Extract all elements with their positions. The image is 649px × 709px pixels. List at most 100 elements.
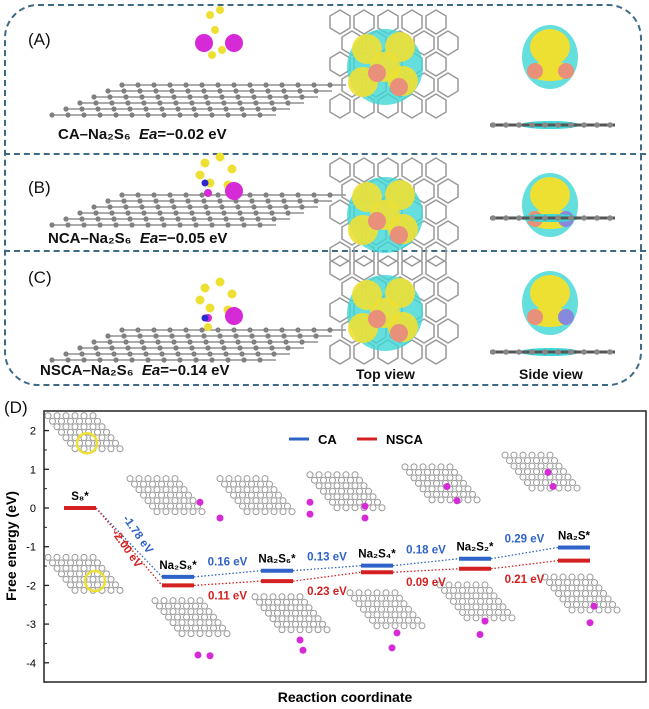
sulfur-atom xyxy=(227,164,237,174)
step-label-ca: 0.18 eV xyxy=(406,545,446,557)
sodium-atom xyxy=(225,182,243,200)
species-label: Na₂S₈* xyxy=(159,560,197,572)
species-label: Na₂S* xyxy=(558,530,590,542)
s8-ring xyxy=(83,569,107,593)
structure-thumbnail xyxy=(251,593,331,634)
sulfur-atom xyxy=(200,283,210,293)
species-label: Na₂S₄* xyxy=(358,549,396,561)
carbon-atom-side xyxy=(542,349,548,355)
sulfur-atom xyxy=(206,11,214,19)
connector-ca xyxy=(193,570,262,578)
sodium-atom xyxy=(481,617,489,625)
sodium-atom-top xyxy=(368,212,386,230)
panel-b-ea-value: =−0.05 eV xyxy=(158,230,228,247)
connector-ca xyxy=(392,558,460,567)
sodium-atom xyxy=(299,646,307,654)
sulfur-atom xyxy=(204,323,212,331)
side-accumulation xyxy=(530,29,570,65)
carbon-atom-side xyxy=(503,122,509,128)
carbon-atom-side xyxy=(516,122,522,128)
species-label: Na₂S₆* xyxy=(258,554,296,566)
carbon-atom-side xyxy=(607,122,613,128)
s8-ring xyxy=(75,432,99,455)
sodium-atom xyxy=(225,34,243,52)
sodium-atom xyxy=(196,498,204,506)
carbon-atom-side xyxy=(555,215,561,221)
sodium-atom xyxy=(586,619,594,627)
sodium-atom xyxy=(544,468,552,476)
divider-ab xyxy=(4,153,646,155)
plot-frame xyxy=(43,410,647,683)
step-label-ca: 0.29 eV xyxy=(505,533,545,545)
y-tick-label: -4 xyxy=(26,658,36,670)
structure-thumbnail xyxy=(151,597,231,638)
carbon-atom-side xyxy=(555,122,561,128)
sulfur-atom xyxy=(205,303,215,313)
structure-thumbnail xyxy=(346,589,426,630)
panel-c-ea-value: =−0.14 eV xyxy=(160,362,230,379)
carbon-atom-side xyxy=(529,215,535,221)
carbon-atom-side xyxy=(594,122,600,128)
panels-abc-frame xyxy=(4,4,642,386)
carbon-atom-side xyxy=(516,215,522,221)
sodium-atom xyxy=(393,629,401,637)
structure-thumbnail xyxy=(126,475,206,516)
carbon-atom-side xyxy=(542,215,548,221)
sodium-atom xyxy=(296,636,304,644)
sodium-atom-top xyxy=(390,78,408,96)
sodium-atom-top xyxy=(390,226,408,244)
carbon-atom-side xyxy=(594,349,600,355)
sodium-atom xyxy=(361,514,369,522)
structure-thumbnail xyxy=(541,573,621,614)
side-view-label: Side view xyxy=(519,366,583,382)
y-tick-label: 2 xyxy=(30,426,36,438)
nitrogen-atom xyxy=(201,179,209,187)
sodium-atom xyxy=(306,498,314,506)
sodium-atom xyxy=(388,644,396,652)
carbon-atom-side xyxy=(581,122,587,128)
side-accumulation xyxy=(530,177,570,213)
panel-b-letter: (B) xyxy=(28,178,51,197)
sodium-atom xyxy=(476,631,484,639)
species-label: Na₂S₂* xyxy=(456,542,494,554)
carbon-atom-side xyxy=(503,349,509,355)
sodium-atom-top xyxy=(368,310,386,328)
connector-nsca xyxy=(392,568,460,573)
step-label-nsca: 0.21 eV xyxy=(505,574,545,586)
sodium-atom-side xyxy=(527,63,543,79)
carbon-atom-side xyxy=(555,349,561,355)
sodium-atom-top xyxy=(390,324,408,342)
legend-ca-label: CA xyxy=(318,432,337,447)
structure-thumbnail xyxy=(306,471,386,512)
panel-a-ea-label: Ea xyxy=(139,126,158,143)
panel-a-ea-value: =−0.02 eV xyxy=(157,126,227,143)
panel-c-name: NSCA–Na₂S₆ xyxy=(40,362,134,379)
sulfur-atom xyxy=(216,6,224,14)
y-tick-label: -2 xyxy=(26,580,36,592)
sodium-atom xyxy=(216,514,224,522)
panel-d-letter: (D) xyxy=(4,398,28,417)
sulfur-atom xyxy=(215,152,225,162)
sodium-atom xyxy=(453,497,461,505)
carbon-atom-side xyxy=(594,215,600,221)
panel-c-ea-label: Ea xyxy=(141,362,161,379)
sulfur-atom xyxy=(215,277,225,287)
carbon-atom-side xyxy=(581,215,587,221)
side-accumulation xyxy=(530,275,570,311)
y-tick-label: -3 xyxy=(26,619,36,631)
carbon-atom-side xyxy=(542,122,548,128)
sodium-atom xyxy=(206,652,214,660)
sodium-atom-side xyxy=(558,63,574,79)
divider-bc xyxy=(4,250,646,252)
connector-nsca xyxy=(193,580,262,587)
sulfur-atom xyxy=(200,158,210,168)
carbon-atom-side xyxy=(568,215,574,221)
carbon-atom-side xyxy=(607,215,613,221)
nitrogen-atom xyxy=(201,314,209,322)
y-tick-label: 1 xyxy=(30,464,36,476)
structure-thumbnail xyxy=(401,463,481,504)
step-label-ca: 0.13 eV xyxy=(307,552,347,564)
connector-ca xyxy=(490,546,559,560)
x-axis-label: Reaction coordinate xyxy=(278,689,413,705)
